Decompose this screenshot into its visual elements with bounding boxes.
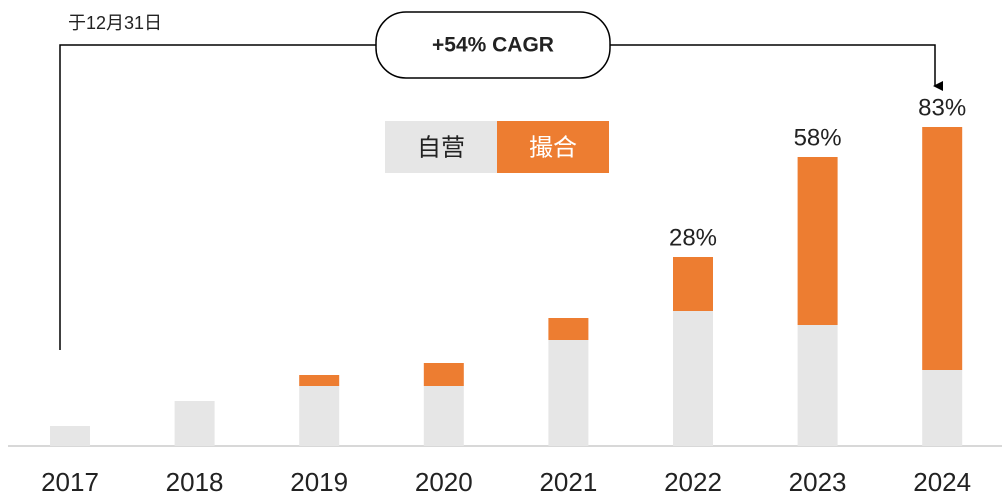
x-tick-label: 2019 [290, 467, 348, 497]
bar-segment [922, 370, 963, 446]
cagr-label: +54% CAGR [432, 34, 554, 57]
bar-segment [797, 157, 838, 325]
cagr-pill [375, 11, 611, 79]
bar-segment [423, 386, 464, 446]
bar-segment [673, 257, 713, 311]
bar-segment [797, 325, 838, 446]
x-tick-label: 2021 [539, 467, 597, 497]
share-label: 28% [669, 224, 717, 251]
bar-segment [299, 386, 340, 446]
legend-label: 自营 [417, 134, 465, 161]
x-tick-label: 2024 [913, 467, 971, 497]
bar-segment [548, 318, 589, 340]
x-tick-label: 2020 [415, 467, 473, 497]
bar-segment [548, 340, 589, 446]
bar-segment [673, 311, 713, 446]
x-tick-label: 2023 [789, 467, 847, 497]
cagr-bracket [59, 44, 935, 350]
x-tick-label: 2017 [41, 467, 99, 497]
subtitle: 于12月31日 [68, 13, 162, 33]
legend-swatch [385, 121, 497, 173]
bar-segment [299, 375, 340, 386]
legend-swatch [497, 121, 609, 173]
bar-segment [423, 363, 464, 386]
x-tick-label: 2022 [664, 467, 722, 497]
share-label: 58% [794, 124, 842, 151]
legend-label: 撮合 [529, 134, 577, 161]
bar-segment [174, 401, 215, 446]
bar-segment [50, 426, 90, 446]
share-label: 83% [918, 94, 966, 121]
bar-segment [922, 127, 963, 370]
x-tick-label: 2018 [166, 467, 224, 497]
